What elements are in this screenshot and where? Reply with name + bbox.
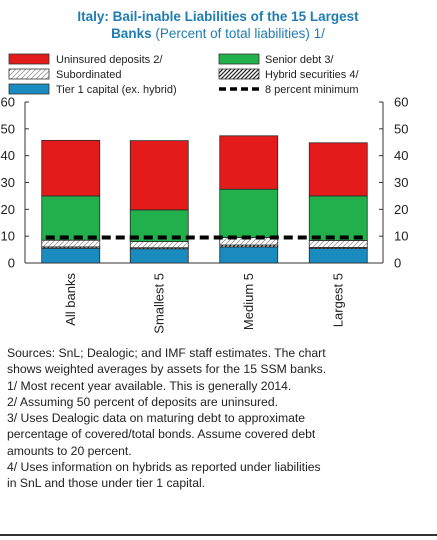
y-tick-label-right: 20 <box>394 202 408 217</box>
legend-swatch-hybrid-securities <box>218 68 260 80</box>
chart: Italy: Bail-inable Liabilities of the 15… <box>1 9 409 334</box>
y-tick-label-right: 50 <box>394 121 408 136</box>
category-labels: All banks Smallest 5 Medium 5 Largest 5 <box>63 273 346 334</box>
bar-largest-5-tier-1-capital-ex-hybrid <box>308 248 368 264</box>
note-line: 3/ Uses Dealogic data on maturing debt t… <box>7 411 306 426</box>
bar-smallest-5-tier-1-capital-ex-hybrid <box>129 248 189 264</box>
y-tick-label-left: 60 <box>1 95 15 110</box>
bar-all-banks-subordinated <box>41 239 101 248</box>
category-label-all-banks: All banks <box>63 273 78 326</box>
chart-title: Italy: Bail-inable Liabilities of the 15… <box>77 9 359 24</box>
y-tick-label-left: 10 <box>1 229 15 244</box>
legend-swatch-uninsured-deposits <box>8 53 50 65</box>
legend-swatch-subordinated <box>8 68 50 80</box>
category-label-medium-5: Medium 5 <box>241 273 256 330</box>
category-label-smallest-5: Smallest 5 <box>151 273 166 334</box>
bar-all-banks-tier-1-capital-ex-hybrid <box>41 247 101 264</box>
note-line: percentage of covered/total bonds. Assum… <box>7 427 316 442</box>
y-tick-label-right: 60 <box>394 95 408 110</box>
legend-label-subordinated: Subordinated <box>56 69 121 81</box>
bar-medium-5-tier-1-capital-ex-hybrid <box>219 246 279 264</box>
bar-medium-5-uninsured-deposits-2 <box>219 135 279 190</box>
legend-swatch-tier1-capital <box>8 83 50 95</box>
note-line: 4/ Uses information on hybrids as report… <box>7 460 321 475</box>
note-line: in SnL and those under tier 1 capital. <box>7 476 206 491</box>
bar-all-banks-uninsured-deposits-2 <box>41 139 101 197</box>
legend-label-hybrid-securities: Hybrid securities 4/ <box>265 69 359 81</box>
y-tick-label-left: 20 <box>1 202 15 217</box>
y-tick-label-left: 0 <box>8 256 15 271</box>
bar-largest-5-subordinated <box>308 240 368 248</box>
y-tick-label-left: 40 <box>1 148 15 163</box>
chart-title-line2: Banks (Percent of total liabilities) 1/ <box>111 26 325 41</box>
legend-label-uninsured-deposits: Uninsured deposits 2/ <box>56 54 163 66</box>
y-tick-label-left: 50 <box>1 121 15 136</box>
y-ticks: 0 0 10 10 20 20 30 30 40 40 50 50 60 60 <box>1 95 409 271</box>
legend-label-senior-debt: Senior debt 3/ <box>265 54 334 66</box>
legend-label-minimum: 8 percent minimum <box>265 84 359 96</box>
legend-label-tier1-capital: Tier 1 capital (ex. hybrid) <box>56 84 177 96</box>
bar-all-banks-senior-debt-3 <box>41 195 101 241</box>
bar-smallest-5-subordinated <box>129 241 189 249</box>
note-line: amounts to 20 percent. <box>7 443 132 458</box>
source-notes: Sources: SnL; Dealogic; and IMF staff es… <box>7 345 432 492</box>
bar-medium-5-senior-debt-3 <box>219 188 279 238</box>
note-line: shows weighted averages by assets for th… <box>7 362 327 377</box>
bar-largest-5-senior-debt-3 <box>308 195 368 241</box>
note-line: 1/ Most recent year available. This is g… <box>7 378 292 393</box>
y-tick-label-right: 0 <box>394 256 401 271</box>
y-tick-label-right: 40 <box>394 148 408 163</box>
category-label-largest-5: Largest 5 <box>330 273 345 327</box>
bars <box>41 135 368 264</box>
bar-largest-5-uninsured-deposits-2 <box>308 142 368 197</box>
chart-title-banks: Banks <box>111 26 152 41</box>
legend: Uninsured deposits 2/ Senior debt 3/ Sub… <box>8 53 359 96</box>
note-line: Sources: SnL; Dealogic; and IMF staff es… <box>7 346 326 360</box>
y-tick-label-left: 30 <box>1 175 15 190</box>
bar-smallest-5-uninsured-deposits-2 <box>129 140 189 211</box>
legend-swatch-senior-debt <box>218 53 260 65</box>
note-line: 2/ Assuming 50 percent of deposits are u… <box>7 394 278 409</box>
chart-subtitle: (Percent of total liabilities) 1/ <box>155 26 325 41</box>
y-tick-label-right: 30 <box>394 175 408 190</box>
bottom-rule <box>0 534 437 536</box>
y-tick-label-right: 10 <box>394 229 408 244</box>
